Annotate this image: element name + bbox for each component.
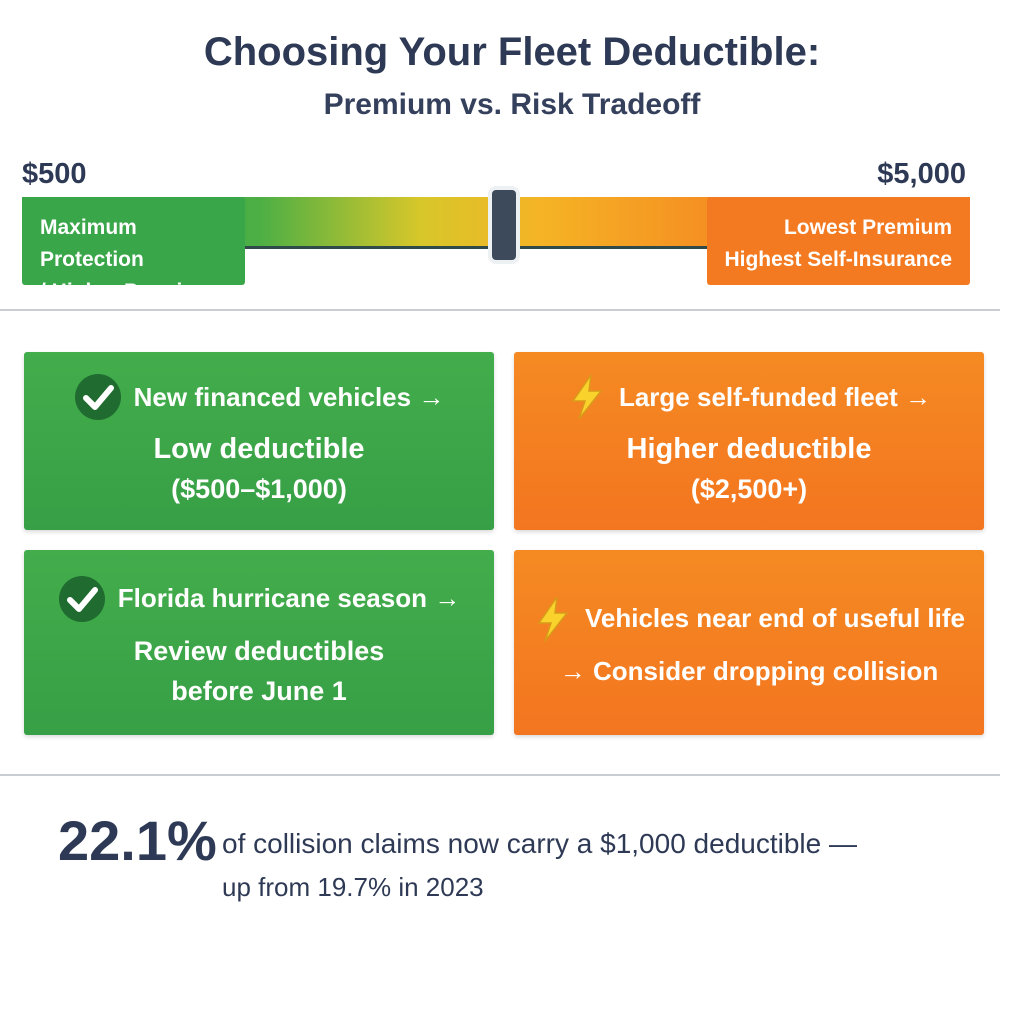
card: Large self-funded fleet → Higher deducti… xyxy=(514,352,984,530)
slider-knob xyxy=(488,186,520,264)
card-line: → Consider dropping collision xyxy=(559,655,939,686)
left-label-line: / Higher Premium xyxy=(40,280,214,303)
slider-max-label: $5,000 xyxy=(877,158,966,190)
left-label-line: Maximum Protection xyxy=(40,216,144,271)
card: New financed vehicles → Low deductible (… xyxy=(24,352,494,530)
card-line: ($2,500+) xyxy=(690,474,808,504)
card-line: before June 1 xyxy=(171,675,347,706)
stat-figure: 22.1% xyxy=(58,809,217,872)
check-icon xyxy=(58,575,105,622)
right-label-line: Lowest Premium xyxy=(783,216,952,239)
slider-right-box: Lowest Premium Highest Self-Insurance xyxy=(707,197,970,285)
divider xyxy=(0,774,1000,776)
divider xyxy=(0,309,1000,311)
card-line: Low deductible xyxy=(153,433,365,465)
subtitle: Premium vs. Risk Tradeoff xyxy=(323,88,701,121)
slider-track xyxy=(245,246,707,249)
card-line: Florida hurricane season → xyxy=(117,583,461,613)
stat-text: of collision claims now carry a $1,000 d… xyxy=(222,828,857,859)
bolt-icon xyxy=(571,374,603,420)
slider-left-box: Maximum Protection / Higher Premium xyxy=(22,197,245,303)
slider-min-label: $500 xyxy=(22,158,87,190)
stat-text: up from 19.7% in 2023 xyxy=(222,872,484,902)
card-line: Higher deductible xyxy=(626,433,872,465)
card-line: Large self-funded fleet → xyxy=(618,381,932,412)
check-icon xyxy=(74,374,121,420)
card-line: ($500–$1,000) xyxy=(171,474,347,504)
bolt-icon xyxy=(537,596,569,641)
card-line: Review deductibles xyxy=(133,635,385,666)
card-line: New financed vehicles → xyxy=(133,381,445,412)
card: Florida hurricane season → Review deduct… xyxy=(24,550,494,735)
card: Vehicles near end of useful life → Consi… xyxy=(514,550,984,735)
card-line: Vehicles near end of useful life xyxy=(584,603,965,633)
title: Choosing Your Fleet Deductible: xyxy=(203,30,821,74)
right-label-line: Highest Self-Insurance xyxy=(724,248,952,271)
